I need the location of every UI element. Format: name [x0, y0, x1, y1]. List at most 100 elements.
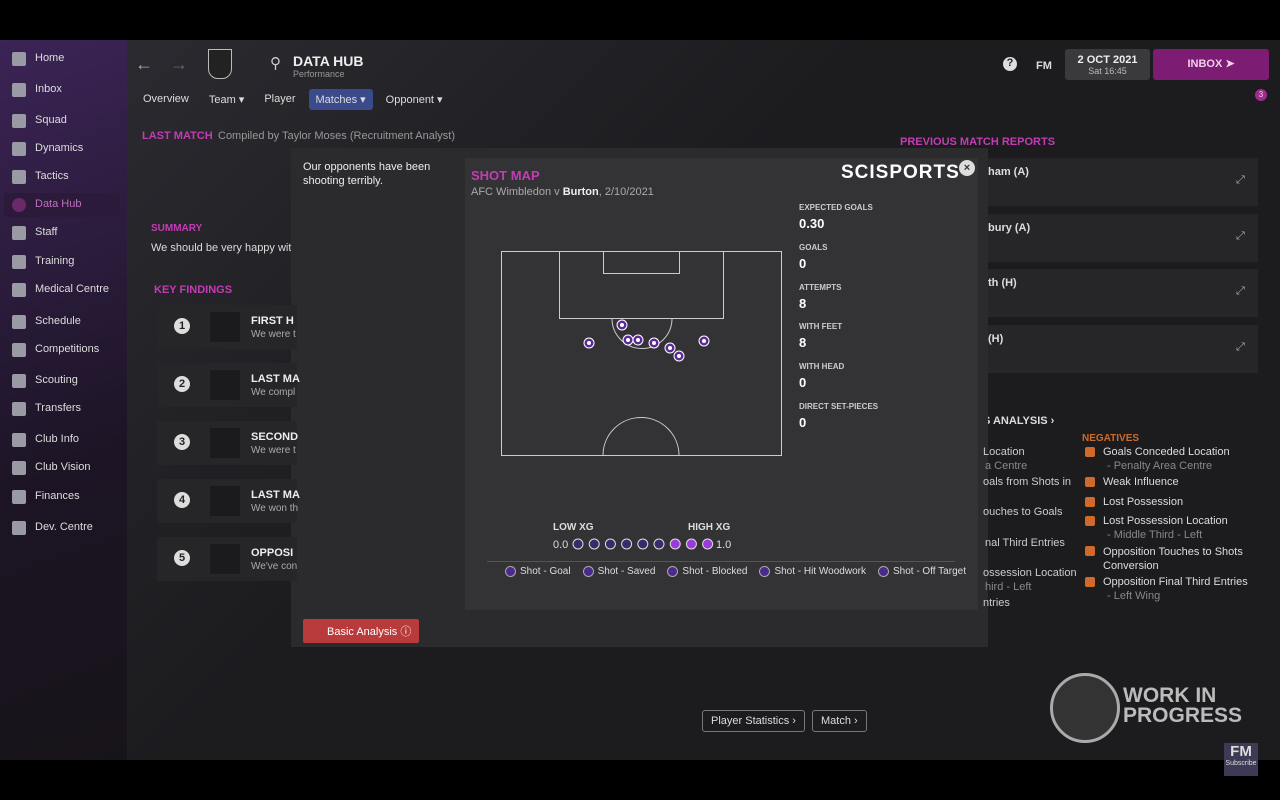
- finding: 5 OPPOSI We've con: [157, 537, 297, 581]
- xg-marker: [637, 538, 649, 550]
- forward[interactable]: →: [170, 54, 188, 74]
- nav-item[interactable]: Competitions: [4, 338, 120, 362]
- shot-core: [652, 341, 656, 345]
- finding-text: We won th: [251, 503, 299, 514]
- xg-marker: [604, 538, 616, 550]
- tab[interactable]: Matches ▾: [308, 89, 373, 110]
- button-label: Player Statistics: [711, 715, 790, 727]
- thumb-down: [1085, 447, 1095, 457]
- previous-report[interactable]: bury (A) ⤢: [988, 213, 1258, 262]
- nav-item[interactable]: Transfers: [4, 397, 120, 421]
- club-crest[interactable]: [208, 49, 232, 79]
- nav-item[interactable]: Medical Centre: [4, 278, 120, 302]
- nav-item[interactable]: Dynamics: [4, 137, 120, 161]
- legend-icon: [667, 566, 679, 577]
- legend: Shot - Goal Shot - Saved Shot - Blocked Sho…: [505, 566, 966, 577]
- inbox-button[interactable]: INBOX ➤: [1153, 49, 1269, 80]
- tab[interactable]: Opponent ▾: [385, 94, 443, 106]
- finding-text: We compl: [251, 387, 296, 398]
- nav-label: Medical Centre: [35, 283, 109, 295]
- thumb-down: [1085, 477, 1095, 487]
- nav-item[interactable]: Club Vision: [4, 456, 120, 480]
- fm-subscribe[interactable]: FM Subscribe: [1224, 743, 1258, 776]
- stat-value: 8: [799, 335, 807, 351]
- match-button[interactable]: Match ›: [812, 710, 867, 732]
- finding-icon: [210, 486, 240, 516]
- legend-item: Shot - Hit Woodwork: [759, 566, 866, 577]
- legend-label: Shot - Hit Woodwork: [774, 566, 866, 577]
- xg-min: 0.0: [553, 539, 569, 551]
- shot-core: [626, 338, 630, 342]
- player-stats-button[interactable]: Player Statistics ›: [702, 710, 805, 732]
- nav-label: Training: [35, 255, 75, 267]
- expand-icon: ⤢: [1236, 285, 1245, 297]
- xg-marker: [588, 538, 600, 550]
- back[interactable]: ←: [135, 54, 153, 74]
- legend-item: Shot - Blocked: [667, 566, 747, 577]
- pitch: [487, 251, 955, 562]
- match-line: AFC Wimbledon v Burton, 2/10/2021: [471, 186, 654, 198]
- nav-item[interactable]: Home: [4, 47, 120, 71]
- page-title: DATA HUB: [293, 53, 364, 69]
- legend-icon: [759, 566, 771, 577]
- nav-item[interactable]: Scouting: [4, 369, 120, 393]
- nav-item[interactable]: Data Hub: [4, 193, 120, 217]
- legend-item: Shot - Saved: [582, 566, 655, 577]
- nav-icon: [12, 170, 26, 184]
- previous-label: th (H): [988, 277, 1017, 289]
- tab[interactable]: Player: [264, 93, 296, 105]
- negative-title: Goals Conceded Location: [1103, 446, 1230, 458]
- legend-label: Shot - Goal: [520, 566, 571, 577]
- date-box[interactable]: 2 OCT 2021 Sat 16:45: [1065, 49, 1150, 80]
- nav-item[interactable]: Club Info: [4, 428, 120, 452]
- time: Sat 16:45: [1088, 66, 1127, 76]
- finding-number: 1: [174, 318, 190, 334]
- nav-item[interactable]: Schedule: [4, 310, 120, 334]
- nav-item[interactable]: Tactics: [4, 165, 120, 189]
- finding-text: We were t: [251, 445, 296, 456]
- stat-value: 0: [799, 415, 807, 430]
- search-icon[interactable]: ⚲: [270, 55, 281, 72]
- xg-marker: [702, 538, 714, 550]
- nav-item[interactable]: Inbox: [4, 78, 120, 102]
- finding-icon: [210, 312, 240, 342]
- shot-core: [636, 338, 640, 342]
- watermark-line: PROGRESS: [1123, 704, 1243, 727]
- compiled-by: Compiled by Taylor Moses (Recruitment An…: [218, 130, 455, 142]
- positive: ossession Location: [983, 567, 1077, 579]
- legend-item: Shot - Goal: [505, 566, 571, 577]
- analysis-heading: S ANALYSIS ›: [983, 415, 1055, 427]
- date: 2 OCT 2021: [1077, 54, 1138, 66]
- expand-icon: ⤢: [1236, 340, 1245, 353]
- tab[interactable]: Team ▾: [208, 94, 245, 106]
- nav-icon: [12, 521, 26, 535]
- finding-icon: [210, 544, 240, 574]
- previous-report[interactable]: (H) ⤢: [988, 324, 1258, 373]
- finding-number: 2: [174, 376, 190, 392]
- help-icon[interactable]: ?: [1003, 57, 1017, 71]
- finding-title: FIRST H: [251, 315, 294, 327]
- nav-item[interactable]: Dev. Centre: [4, 516, 120, 540]
- nav-icon: [12, 490, 26, 504]
- basic-analysis-button[interactable]: Basic Analysis ⓘ: [303, 619, 420, 643]
- nav-icon: [12, 114, 26, 128]
- xg-max: 1.0: [716, 539, 732, 551]
- inbox-label: INBOX: [1187, 58, 1223, 70]
- tab[interactable]: Overview: [143, 93, 189, 105]
- expand-icon: ⤢: [1236, 229, 1245, 242]
- thumb-down: [1085, 516, 1095, 526]
- stat-label: GOALS: [799, 242, 828, 252]
- positive: Location: [983, 446, 1025, 458]
- nav-item[interactable]: Staff: [4, 221, 120, 245]
- close-button[interactable]: ×: [959, 160, 975, 176]
- nav-label: Competitions: [35, 343, 100, 355]
- nav-item[interactable]: Training: [4, 250, 120, 274]
- positive: oals from Shots in: [983, 476, 1072, 488]
- previous-heading: PREVIOUS MATCH REPORTS: [900, 136, 1056, 148]
- previous-report[interactable]: ham (A) ⤢: [988, 158, 1258, 206]
- nav-item[interactable]: Finances: [4, 485, 120, 509]
- previous-report[interactable]: th (H) ⤢: [988, 269, 1258, 317]
- nav-item[interactable]: Squad: [4, 109, 120, 133]
- finding-title: OPPOSI: [251, 547, 294, 559]
- fm-button[interactable]: FM: [1036, 60, 1052, 72]
